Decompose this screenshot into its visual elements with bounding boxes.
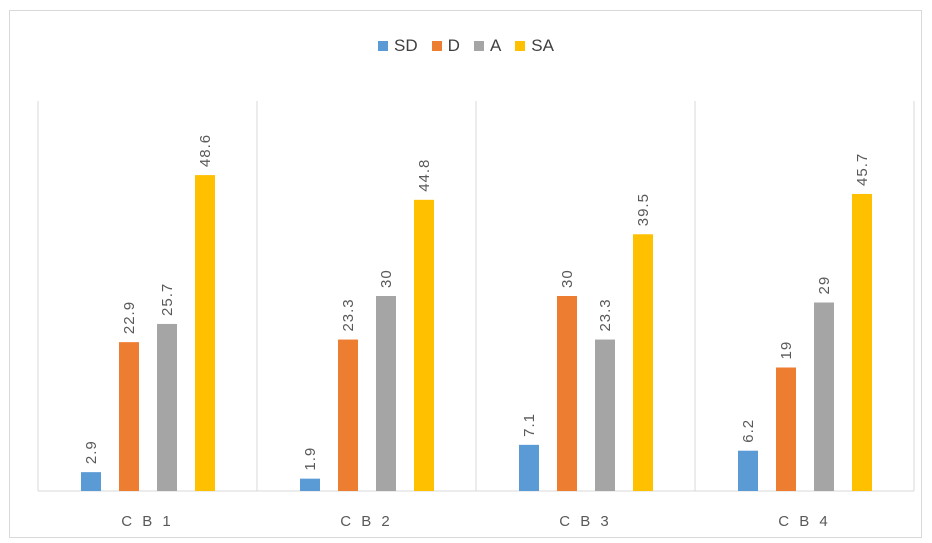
- bar-sa-cb2: [414, 199, 434, 492]
- category-label-cb3: C B 3: [559, 513, 612, 530]
- legend-label-d: D: [447, 36, 460, 55]
- category-label-cb4: C B 4: [778, 513, 831, 530]
- data-label-sa-cb1: 48.6: [197, 134, 214, 167]
- data-label-d-cb2: 23.3: [340, 298, 357, 331]
- legend-item-a: A: [473, 36, 502, 56]
- bar-sd-cb3: [519, 444, 539, 491]
- data-label-sa-cb2: 44.8: [416, 159, 433, 192]
- legend-label-a: A: [489, 36, 502, 55]
- bar-sa-cb3: [633, 234, 653, 491]
- legend-swatch-d: [431, 41, 442, 51]
- bar-a-cb2: [376, 296, 396, 491]
- data-label-a-cb1: 25.7: [159, 283, 176, 316]
- bar-d-cb3: [557, 296, 577, 491]
- legend-swatch-sa: [515, 41, 526, 51]
- bar-d-cb4: [776, 367, 796, 491]
- legend-swatch-sd: [378, 41, 389, 51]
- legend-label-sd: SD: [394, 36, 418, 55]
- data-label-d-cb3: 30: [559, 269, 576, 288]
- bar-a-cb4: [814, 302, 834, 491]
- category-label-cb2: C B 2: [340, 513, 393, 530]
- bar-a-cb1: [157, 323, 177, 491]
- legend-swatch-a: [473, 41, 484, 51]
- data-label-a-cb3: 23.3: [597, 298, 614, 331]
- bar-sd-cb4: [738, 450, 758, 491]
- data-label-sd-cb3: 7.1: [521, 413, 538, 437]
- bar-sd-cb2: [300, 478, 320, 491]
- bar-sa-cb1: [195, 175, 215, 491]
- bar-sa-cb4: [852, 193, 872, 491]
- legend-item-sa: SA: [515, 36, 554, 56]
- legend-label-sa: SA: [531, 36, 554, 55]
- category-label-cb1: C B 1: [121, 513, 174, 530]
- legend-item-d: D: [431, 36, 460, 56]
- bar-d-cb2: [338, 339, 358, 491]
- data-label-sd-cb4: 6.2: [740, 419, 757, 443]
- data-label-a-cb2: 30: [378, 269, 395, 288]
- legend-item-sd: SD: [378, 36, 418, 56]
- data-label-d-cb1: 22.9: [121, 301, 138, 334]
- data-label-sa-cb3: 39.5: [635, 193, 652, 226]
- data-label-sd-cb1: 2.9: [83, 440, 100, 464]
- data-label-sd-cb2: 1.9: [302, 447, 319, 471]
- bar-d-cb1: [119, 342, 139, 491]
- data-label-a-cb4: 29: [816, 276, 833, 295]
- data-label-d-cb4: 19: [778, 341, 795, 360]
- bar-a-cb3: [595, 339, 615, 491]
- bar-sd-cb1: [81, 472, 101, 491]
- data-label-sa-cb4: 45.7: [854, 153, 871, 186]
- chart-legend: SD D A SA: [0, 36, 932, 56]
- chart-frame: [9, 10, 922, 538]
